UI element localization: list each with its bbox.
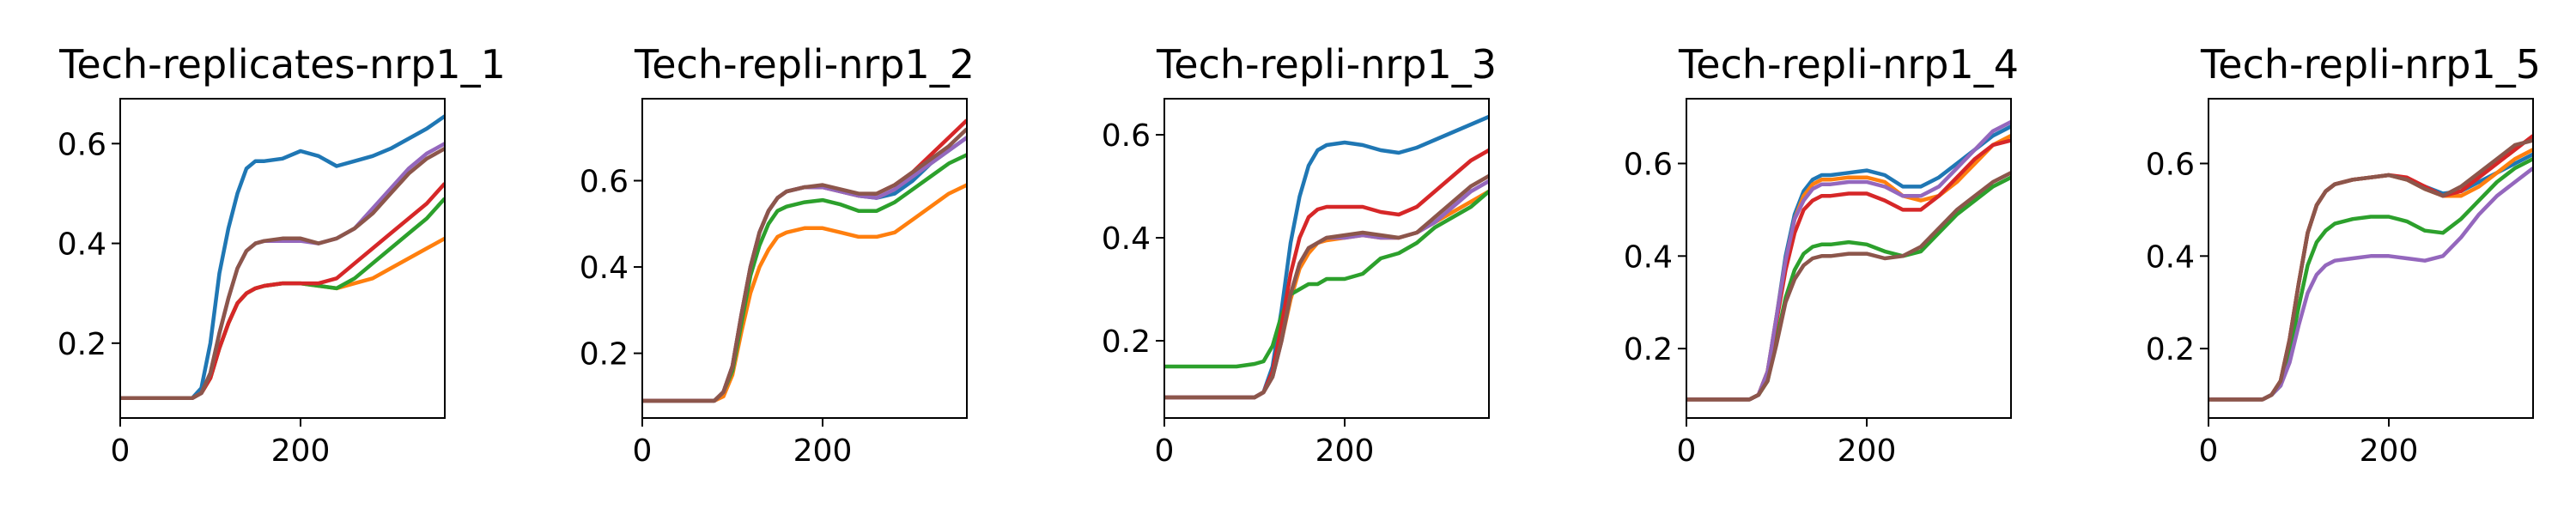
series-line-2 bbox=[1686, 134, 2011, 402]
x-tick-label: 200 bbox=[1315, 433, 1375, 469]
y-tick-label: 0.6 bbox=[1102, 118, 1151, 154]
chart-panel-5: Tech-repli-nrp1_5 0.2 0.4 0.6 0 200 bbox=[2146, 41, 2541, 469]
chart-title: Tech-repli-nrp1_4 bbox=[1678, 41, 2019, 88]
series-line-3 bbox=[1164, 190, 1489, 369]
y-tick-label: 0.4 bbox=[58, 227, 106, 263]
axes-frame bbox=[1686, 98, 2012, 419]
chart-panel-3: Tech-repli-nrp1_3 0.2 0.4 0.6 0 200 bbox=[1102, 41, 1497, 469]
axes-frame bbox=[641, 98, 968, 419]
series-line-2 bbox=[120, 236, 445, 401]
series-line-3 bbox=[2208, 157, 2533, 402]
series-line-5 bbox=[1686, 119, 2011, 402]
x-tick-label: 200 bbox=[2360, 433, 2419, 469]
x-tick-label: 0 bbox=[1155, 433, 1175, 469]
chart-panel-1: Tech-replicates-nrp1_1 0.2 0.4 0.6 0 200 bbox=[58, 41, 506, 469]
series-line-6 bbox=[120, 147, 445, 401]
x-tick-label: 0 bbox=[633, 433, 653, 469]
x-tick-label: 200 bbox=[1838, 433, 1897, 469]
series-line-4 bbox=[1164, 148, 1489, 400]
series-line-1 bbox=[120, 114, 445, 401]
series-line-5 bbox=[2208, 167, 2533, 402]
series-line-5 bbox=[120, 142, 445, 401]
y-tick-label: 0.6 bbox=[1624, 147, 1673, 182]
series-line-1 bbox=[1686, 124, 2011, 402]
y-tick-label: 0.2 bbox=[580, 337, 629, 373]
x-tick-label: 0 bbox=[111, 433, 131, 469]
chart-title: Tech-repli-nrp1_2 bbox=[634, 41, 975, 88]
series-line-1 bbox=[642, 136, 967, 403]
y-tick-label: 0.2 bbox=[2146, 332, 2195, 367]
axes-frame bbox=[119, 98, 446, 419]
chart-panel-4: Tech-repli-nrp1_4 0.2 0.4 0.6 0 200 bbox=[1624, 41, 2019, 469]
series-line-4 bbox=[2208, 134, 2533, 402]
series-line-3 bbox=[642, 153, 967, 403]
y-tick-label: 0.2 bbox=[58, 327, 106, 362]
series-line-2 bbox=[2208, 148, 2533, 402]
y-tick-label: 0.4 bbox=[580, 251, 629, 286]
series-line-6 bbox=[642, 127, 967, 403]
x-tick-label: 0 bbox=[2199, 433, 2219, 469]
y-tick-label: 0.2 bbox=[1102, 324, 1151, 360]
chart-panel-2: Tech-repli-nrp1_2 0.2 0.4 0.6 0 200 bbox=[580, 41, 975, 469]
y-tick-label: 0.6 bbox=[580, 165, 629, 200]
series-line-6 bbox=[2208, 138, 2533, 402]
y-tick-label: 0.6 bbox=[2146, 147, 2195, 182]
y-tick-label: 0.2 bbox=[1624, 332, 1673, 367]
series-line-6 bbox=[1686, 171, 2011, 402]
y-tick-label: 0.4 bbox=[1624, 239, 1673, 275]
series-line-1 bbox=[2208, 152, 2533, 402]
series-line-6 bbox=[1164, 174, 1489, 400]
chart-title: Tech-replicates-nrp1_1 bbox=[58, 41, 506, 88]
axes-frame bbox=[2208, 98, 2534, 419]
series-line-1 bbox=[1164, 114, 1489, 400]
y-tick-label: 0.4 bbox=[2146, 239, 2195, 275]
series-line-2 bbox=[642, 183, 967, 403]
series-line-4 bbox=[120, 182, 445, 401]
chart-title: Tech-repli-nrp1_3 bbox=[1156, 41, 1497, 88]
x-tick-label: 200 bbox=[271, 433, 331, 469]
chart-title: Tech-repli-nrp1_5 bbox=[2200, 41, 2541, 88]
axes-frame bbox=[1163, 98, 1490, 419]
x-tick-label: 0 bbox=[1677, 433, 1697, 469]
x-tick-label: 200 bbox=[793, 433, 853, 469]
y-tick-label: 0.6 bbox=[58, 127, 106, 162]
series-line-3 bbox=[1686, 175, 2011, 402]
y-tick-label: 0.4 bbox=[1102, 221, 1151, 257]
series-line-4 bbox=[642, 118, 967, 403]
